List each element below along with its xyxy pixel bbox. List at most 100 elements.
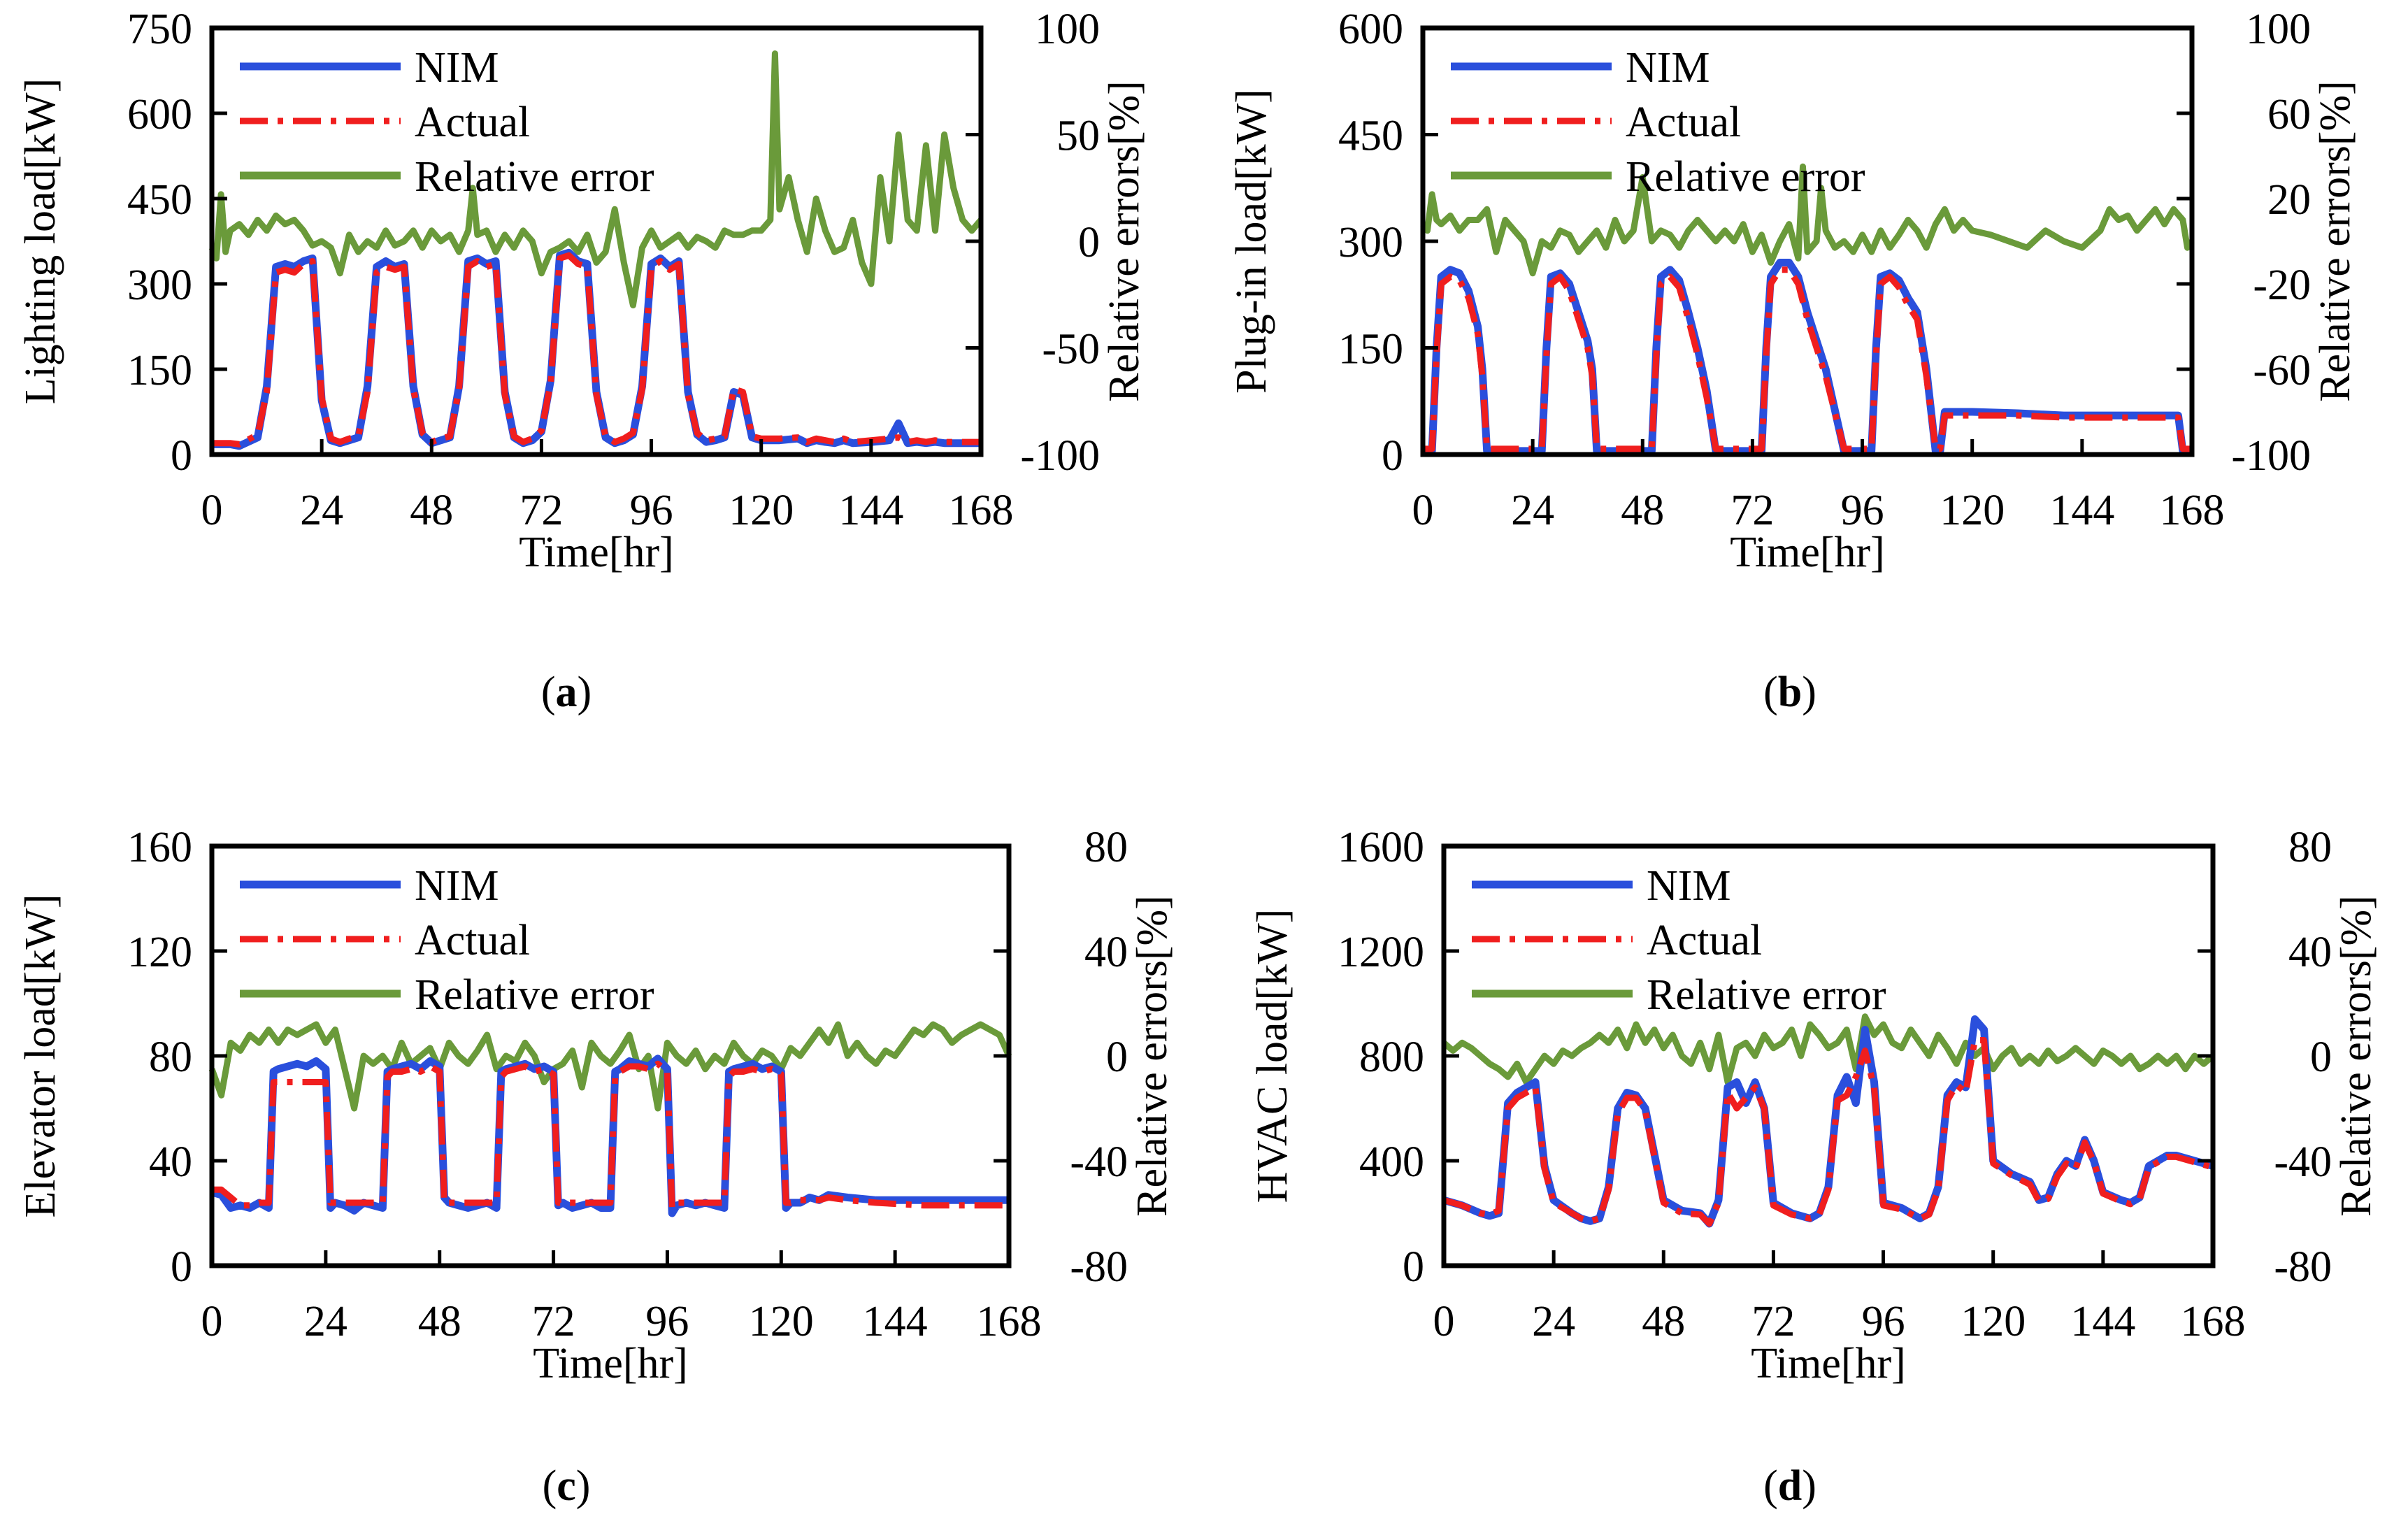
caption-paren-close: ) xyxy=(578,669,592,716)
x-tick-label: 24 xyxy=(300,487,343,534)
series-line-nim xyxy=(212,248,981,450)
x-tick-label: 48 xyxy=(1621,487,1664,534)
caption-letter: b xyxy=(1778,669,1802,716)
caption-paren-open: ( xyxy=(1763,669,1778,716)
x-tick-label: 24 xyxy=(304,1298,347,1345)
legend-label: Relative error xyxy=(1647,971,1886,1019)
y-tick-label: 1600 xyxy=(1338,824,1424,871)
y2-tick-label: 50 xyxy=(1056,113,1100,160)
legend-label: NIM xyxy=(415,44,499,92)
y2-tick-label: -80 xyxy=(2274,1243,2332,1291)
x-tick-label: 48 xyxy=(1642,1298,1685,1345)
x-tick-label: 96 xyxy=(645,1298,689,1345)
y-tick-label: 600 xyxy=(1338,6,1403,53)
legend-label: Actual xyxy=(1647,917,1762,964)
series-line-relative-error xyxy=(208,1021,1012,1112)
y-tick-label: 120 xyxy=(127,929,192,976)
y2-axis-label: Relative errors[%] xyxy=(1128,895,1176,1217)
x-tick-label: 144 xyxy=(2049,487,2114,534)
y-tick-label: 300 xyxy=(1338,219,1403,266)
y2-tick-label: -50 xyxy=(1042,326,1100,373)
x-tick-label: 168 xyxy=(977,1298,1042,1345)
y-tick-label: 0 xyxy=(171,1243,192,1291)
x-tick-label: 144 xyxy=(2070,1298,2135,1345)
y2-tick-label: 100 xyxy=(1035,6,1100,53)
x-tick-label: 72 xyxy=(1730,487,1774,534)
y-tick-label: 0 xyxy=(1382,432,1403,480)
x-tick-label: 96 xyxy=(1841,487,1884,534)
y-axis-label: Elevator load[kW] xyxy=(17,894,64,1217)
y2-tick-label: 40 xyxy=(2288,929,2332,976)
x-axis-label: Time[hr] xyxy=(1751,1340,1906,1387)
x-tick-label: 48 xyxy=(418,1298,461,1345)
y-tick-label: 150 xyxy=(127,347,192,394)
x-tick-label: 0 xyxy=(1433,1298,1455,1345)
series-line-actual xyxy=(212,1060,1009,1211)
series-line-actual xyxy=(212,252,981,448)
x-tick-label: 96 xyxy=(630,487,673,534)
x-tick-label: 0 xyxy=(201,487,223,534)
caption-letter: c xyxy=(557,1462,576,1510)
y2-tick-label: -100 xyxy=(1020,432,1100,480)
y-tick-label: 0 xyxy=(171,432,192,480)
caption-paren-open: ( xyxy=(543,1462,557,1510)
caption-paren-open: ( xyxy=(1763,1462,1778,1510)
caption-paren-close: ) xyxy=(576,1462,591,1510)
x-tick-label: 72 xyxy=(519,487,563,534)
x-tick-label: 96 xyxy=(1862,1298,1905,1345)
caption-paren-close: ) xyxy=(1802,669,1816,716)
y-axis-label: Plug-in load[kW] xyxy=(1228,89,1275,394)
legend-label: Relative error xyxy=(415,971,654,1019)
y2-tick-label: 0 xyxy=(1106,1034,1128,1081)
y-tick-label: 40 xyxy=(149,1138,192,1186)
y-tick-label: 800 xyxy=(1359,1034,1424,1081)
y-tick-label: 150 xyxy=(1338,326,1403,373)
legend-label: Relative error xyxy=(415,153,654,201)
y-tick-label: 450 xyxy=(1338,113,1403,160)
series-line-nim xyxy=(1423,259,2192,455)
y-tick-label: 160 xyxy=(127,824,192,871)
series-line-relative-error xyxy=(208,50,984,308)
chart-panel-b: 0 24 48 72 96 120 144 168 0 150 300 450 600 -100 -60 -2… xyxy=(1228,6,2359,716)
legend-label: Actual xyxy=(1626,99,1741,146)
panel-caption: (b) xyxy=(1763,669,1816,716)
x-tick-label: 168 xyxy=(2181,1298,2246,1345)
legend-label: Relative error xyxy=(1626,153,1865,201)
x-tick-label: 48 xyxy=(410,487,453,534)
x-tick-label: 72 xyxy=(1751,1298,1795,1345)
y-tick-label: 450 xyxy=(127,176,192,224)
y-tick-label: 750 xyxy=(127,6,192,53)
x-tick-label: 168 xyxy=(2160,487,2225,534)
y2-tick-label: 80 xyxy=(1084,824,1128,871)
y-tick-label: 400 xyxy=(1359,1138,1424,1186)
legend-label: Actual xyxy=(415,917,530,964)
x-tick-label: 72 xyxy=(532,1298,575,1345)
x-tick-label: 120 xyxy=(729,487,794,534)
series-line-actual xyxy=(1423,266,2192,452)
x-tick-label: 144 xyxy=(838,487,903,534)
x-tick-label: 120 xyxy=(1940,487,2005,534)
x-tick-label: 120 xyxy=(1961,1298,2026,1345)
x-tick-label: 168 xyxy=(949,487,1014,534)
y-tick-label: 80 xyxy=(149,1034,192,1081)
y2-tick-label: -80 xyxy=(1070,1243,1128,1291)
y2-tick-label: 0 xyxy=(2310,1034,2332,1081)
y2-tick-label: 0 xyxy=(1078,219,1100,266)
panel-caption: (d) xyxy=(1763,1462,1816,1510)
panel-caption: (a) xyxy=(541,669,592,716)
y2-tick-label: -20 xyxy=(2253,262,2311,309)
y2-tick-label: -40 xyxy=(2274,1138,2332,1186)
series-line-actual xyxy=(1442,1037,2214,1227)
y2-tick-label: -40 xyxy=(1070,1138,1128,1186)
x-axis-label: Time[hr] xyxy=(1730,529,1885,576)
caption-paren-open: ( xyxy=(541,669,556,716)
caption-letter: a xyxy=(556,669,578,716)
y-axis-label: HVAC load[kW] xyxy=(1249,909,1296,1203)
caption-paren-close: ) xyxy=(1802,1462,1816,1510)
y2-tick-label: 20 xyxy=(2267,176,2311,224)
y2-axis-label: Relative errors[%] xyxy=(2312,80,2359,402)
caption-letter: d xyxy=(1778,1462,1802,1510)
x-tick-label: 24 xyxy=(1532,1298,1575,1345)
legend-label: NIM xyxy=(1647,862,1731,910)
